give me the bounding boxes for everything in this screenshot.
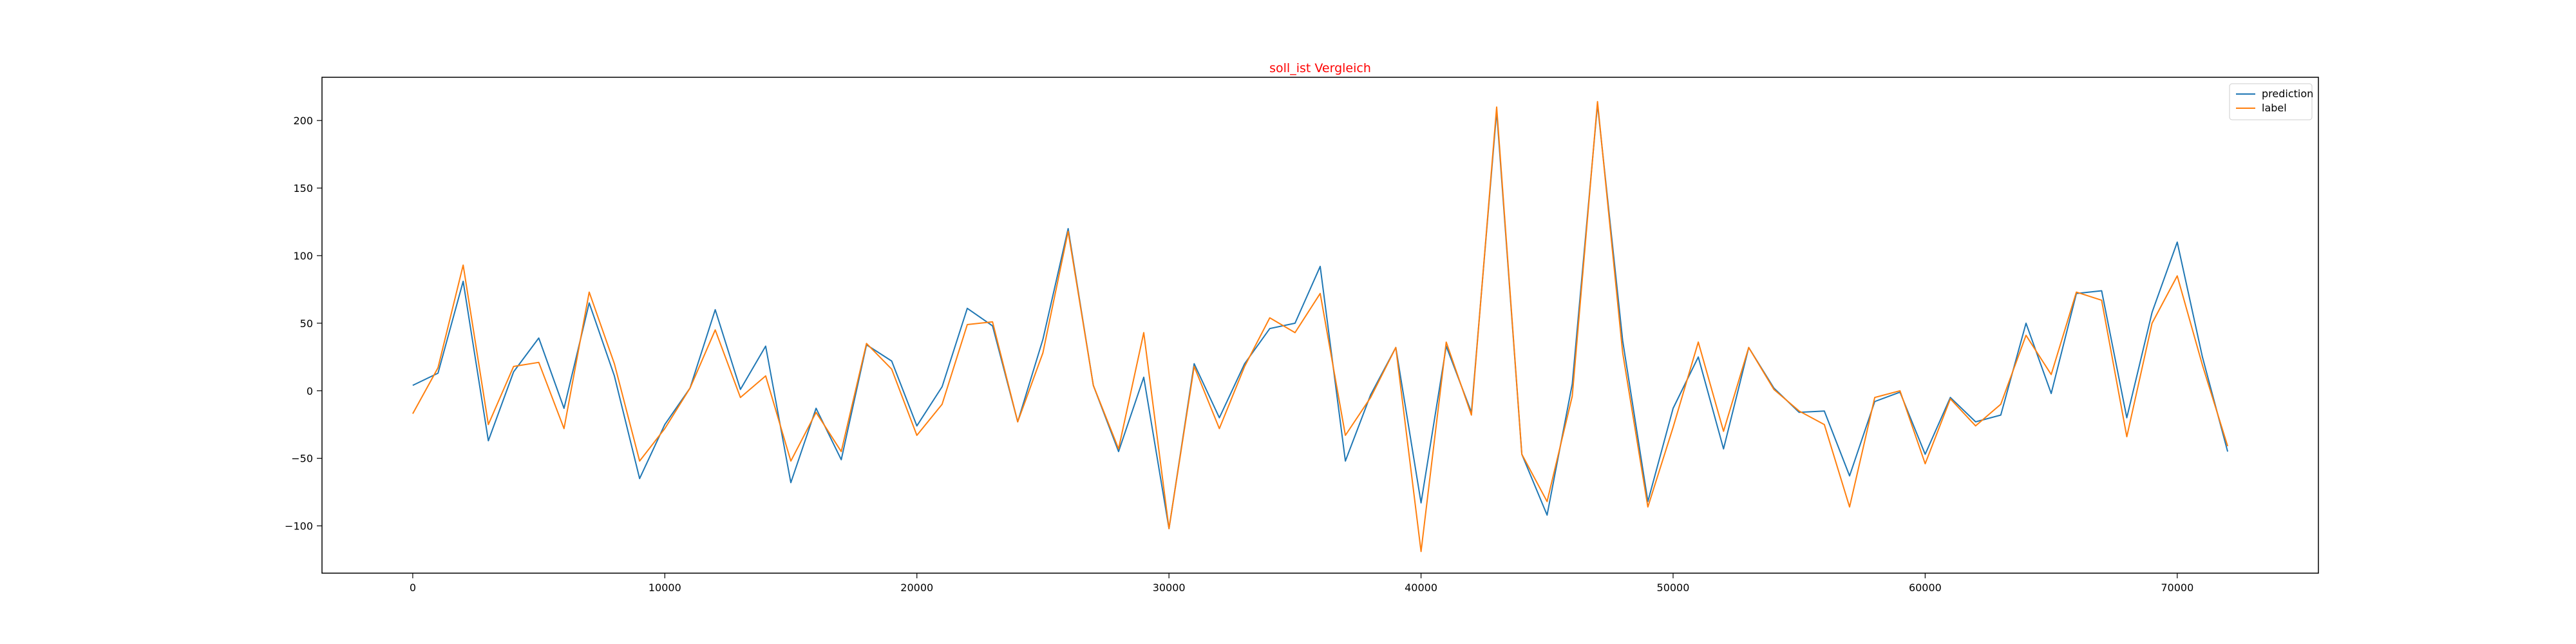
y-tick-label: 150 xyxy=(293,182,313,194)
x-tick-label: 20000 xyxy=(900,582,933,594)
x-tick-label: 60000 xyxy=(1909,582,1942,594)
series-line-prediction xyxy=(412,104,2229,529)
x-tick-label: 10000 xyxy=(649,582,681,594)
legend-label-prediction: prediction xyxy=(2262,88,2313,100)
chart-title: soll_ist Vergleich xyxy=(1269,61,1371,75)
legend: prediction label xyxy=(2229,83,2313,120)
x-tick-label: 30000 xyxy=(1153,582,1186,594)
y-tick-label: −100 xyxy=(285,520,313,533)
x-tick-label: 70000 xyxy=(2161,582,2193,594)
y-tick-label: 50 xyxy=(300,317,313,330)
x-tick-label: 0 xyxy=(410,582,416,594)
plot-area-frame xyxy=(321,77,2319,574)
legend-box xyxy=(2229,83,2313,120)
x-tick-label: 50000 xyxy=(1657,582,1690,594)
y-tick-label: 0 xyxy=(307,385,313,397)
y-tick-label: 200 xyxy=(293,115,313,127)
series-layer xyxy=(412,100,2229,553)
x-axis: 0 10000 20000 30000 40000 50000 60000 70000 xyxy=(410,573,2193,594)
series-line-label xyxy=(412,100,2229,553)
y-tick-label: −50 xyxy=(291,453,313,465)
legend-label-label: label xyxy=(2262,102,2287,114)
y-axis: −100 −50 0 50 100 150 200 xyxy=(285,115,322,533)
y-tick-label: 100 xyxy=(293,250,313,262)
x-tick-label: 40000 xyxy=(1405,582,1437,594)
